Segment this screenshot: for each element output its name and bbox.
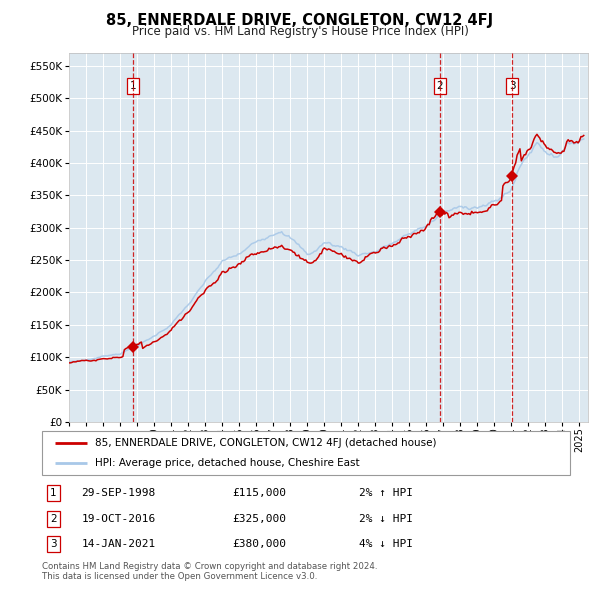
Text: £115,000: £115,000 xyxy=(232,488,286,498)
FancyBboxPatch shape xyxy=(42,431,570,475)
Text: £325,000: £325,000 xyxy=(232,514,286,523)
Text: 2% ↑ HPI: 2% ↑ HPI xyxy=(359,488,413,498)
Text: Price paid vs. HM Land Registry's House Price Index (HPI): Price paid vs. HM Land Registry's House … xyxy=(131,25,469,38)
Text: HPI: Average price, detached house, Cheshire East: HPI: Average price, detached house, Ches… xyxy=(95,458,359,468)
Text: This data is licensed under the Open Government Licence v3.0.: This data is licensed under the Open Gov… xyxy=(42,572,317,581)
Text: 2: 2 xyxy=(436,81,443,91)
Text: 1: 1 xyxy=(50,488,57,498)
Text: 85, ENNERDALE DRIVE, CONGLETON, CW12 4FJ: 85, ENNERDALE DRIVE, CONGLETON, CW12 4FJ xyxy=(106,13,494,28)
Text: 2% ↓ HPI: 2% ↓ HPI xyxy=(359,514,413,523)
Text: 85, ENNERDALE DRIVE, CONGLETON, CW12 4FJ (detached house): 85, ENNERDALE DRIVE, CONGLETON, CW12 4FJ… xyxy=(95,438,436,448)
Text: 29-SEP-1998: 29-SEP-1998 xyxy=(82,488,156,498)
Text: £380,000: £380,000 xyxy=(232,539,286,549)
Text: 4% ↓ HPI: 4% ↓ HPI xyxy=(359,539,413,549)
Text: 19-OCT-2016: 19-OCT-2016 xyxy=(82,514,156,523)
Text: 1: 1 xyxy=(130,81,136,91)
Text: 14-JAN-2021: 14-JAN-2021 xyxy=(82,539,156,549)
Text: 2: 2 xyxy=(50,514,57,523)
Text: Contains HM Land Registry data © Crown copyright and database right 2024.: Contains HM Land Registry data © Crown c… xyxy=(42,562,377,571)
Text: 3: 3 xyxy=(509,81,515,91)
Text: 3: 3 xyxy=(50,539,57,549)
